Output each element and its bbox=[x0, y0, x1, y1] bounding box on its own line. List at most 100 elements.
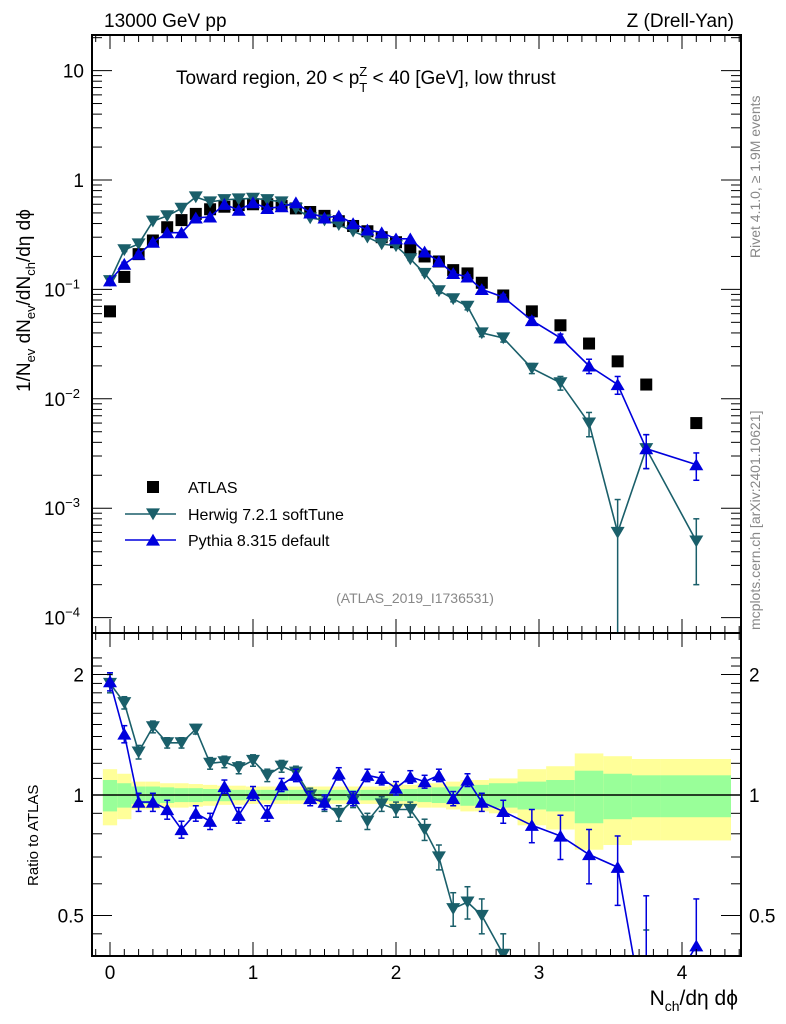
herwig-data-point bbox=[145, 215, 160, 228]
atlas-data-point bbox=[204, 203, 217, 216]
pythia-data-point bbox=[288, 196, 303, 209]
pythia-data-point bbox=[203, 814, 218, 827]
ratio-y-tick-label-right: 0.5 bbox=[749, 907, 775, 928]
pythia-data-point bbox=[346, 217, 361, 230]
pythia-data-point bbox=[117, 727, 132, 740]
pythia-data-point bbox=[203, 210, 218, 223]
herwig-data-point bbox=[431, 285, 446, 298]
herwig-data-point bbox=[360, 815, 375, 828]
herwig-data-point bbox=[374, 238, 389, 251]
herwig-data-point bbox=[431, 851, 446, 864]
herwig-data-point bbox=[160, 737, 175, 750]
title-sup: Z bbox=[359, 64, 367, 79]
atlas-data-point bbox=[611, 355, 624, 368]
herwig-data-point bbox=[474, 327, 489, 340]
pythia-data-point bbox=[374, 772, 389, 785]
y-tick-label: 10−1 bbox=[44, 276, 80, 301]
header-right: Z (Drell-Yan) bbox=[627, 11, 734, 32]
pythia-data-point bbox=[524, 314, 539, 327]
pythia-data-point bbox=[117, 257, 132, 270]
herwig-data-point bbox=[417, 267, 432, 280]
pythia-data-point bbox=[331, 209, 346, 222]
pythia-data-point bbox=[103, 274, 117, 287]
y-tick-label: 1 bbox=[73, 171, 84, 192]
herwig-data-point bbox=[553, 999, 567, 1011]
herwig-data-point bbox=[403, 803, 418, 816]
ratio-band-stat bbox=[574, 770, 604, 824]
ratio-y-tick-label-right: 2 bbox=[749, 666, 760, 687]
pythia-data-point bbox=[160, 226, 175, 239]
herwig-data-point bbox=[117, 697, 132, 710]
title-sub: T bbox=[359, 80, 367, 95]
pythia-data-point bbox=[260, 202, 275, 215]
pythia-data-point bbox=[389, 232, 403, 245]
pythia-data-point bbox=[496, 290, 511, 303]
ratio-band-stat bbox=[631, 775, 661, 818]
pythia-data-point bbox=[474, 283, 489, 295]
axes-layer: 0 1 2 3 4 10 1 10−1 10−2 10−3 10−4 2 2 1 1 0.5 0.5 bbox=[44, 34, 775, 984]
x-axis-label: Nch/dη dϕ bbox=[650, 987, 738, 1014]
pythia-data-point bbox=[360, 223, 375, 236]
pythia-data-point bbox=[303, 792, 318, 805]
legend-entry-label: Herwig 7.2.1 softTune bbox=[188, 507, 344, 524]
herwig-data-point bbox=[417, 823, 432, 836]
pythia-data-point bbox=[553, 331, 568, 344]
pythia-data-point bbox=[103, 675, 117, 688]
herwig-data-point bbox=[389, 803, 403, 816]
main-ylabel: 1/Nev dNev/dNch/dη dϕ bbox=[14, 209, 38, 392]
pythia-data-point bbox=[331, 767, 346, 780]
atlas-data-point bbox=[525, 305, 538, 318]
pythia-data-point bbox=[582, 359, 597, 372]
atlas-data-point bbox=[690, 417, 703, 430]
pythia-data-point bbox=[303, 206, 318, 219]
pythia-data-point bbox=[346, 792, 361, 805]
herwig-data-point bbox=[174, 202, 189, 215]
atlas-data-point bbox=[554, 319, 567, 332]
ratio-ylabel: Ratio to ATLAS bbox=[25, 785, 42, 886]
y-tick-label: 10 bbox=[63, 62, 84, 83]
x-tick-label: 3 bbox=[534, 963, 545, 984]
herwig-data-point bbox=[246, 754, 260, 767]
pythia-data-point bbox=[610, 378, 625, 391]
herwig-data-point bbox=[374, 798, 389, 811]
herwig-data-point bbox=[274, 760, 289, 773]
herwig-data-point bbox=[231, 762, 246, 775]
analysis-tag: (ATLAS_2019_I1736531) bbox=[336, 590, 494, 606]
pythia-data-point bbox=[417, 245, 432, 258]
mcplots-label: mcplots.cern.ch [arXiv:2401.10621] bbox=[747, 411, 763, 630]
x-tick-label: 4 bbox=[677, 963, 688, 984]
pythia-data-point bbox=[389, 781, 403, 794]
herwig-data-point bbox=[217, 756, 232, 769]
herwig-data-point bbox=[203, 757, 218, 770]
pythia-data-point bbox=[446, 792, 461, 805]
pythia-data-point bbox=[246, 196, 260, 209]
title-post: < 40 [GeV], low thrust bbox=[367, 68, 556, 89]
herwig-data-point bbox=[446, 903, 461, 915]
main-data-layer bbox=[103, 191, 704, 633]
pythia-line bbox=[109, 201, 697, 466]
pythia-data-point bbox=[317, 211, 332, 224]
x-tick-label: 1 bbox=[248, 963, 259, 984]
legend-atlas-marker bbox=[147, 481, 159, 493]
rivet-label: Rivet 4.1.0, ≥ 1.9M events bbox=[747, 95, 763, 258]
pythia-data-point bbox=[174, 823, 189, 836]
herwig-data-point bbox=[403, 253, 418, 266]
herwig-data-point bbox=[460, 300, 475, 313]
legend-entry-label: ATLAS bbox=[188, 480, 238, 497]
herwig-data-point bbox=[117, 244, 132, 257]
pythia-data-point bbox=[431, 255, 446, 268]
pythia-data-point bbox=[460, 773, 475, 786]
herwig-data-point bbox=[145, 721, 160, 734]
ratio-y-tick-label-left: 1 bbox=[73, 786, 84, 807]
pythia-data-point bbox=[145, 795, 160, 808]
pythia-data-point bbox=[317, 795, 332, 808]
pythia-data-point bbox=[274, 200, 289, 213]
atlas-data-point bbox=[175, 214, 188, 227]
herwig-data-point bbox=[131, 746, 146, 759]
pythia-data-point bbox=[131, 795, 146, 808]
legend: ATLAS Herwig 7.2.1 softTune Pythia 8.315 d… bbox=[125, 480, 344, 550]
x-tick-label: 0 bbox=[105, 963, 116, 984]
x-tick-label: 2 bbox=[391, 963, 402, 984]
pythia-data-point bbox=[431, 768, 446, 781]
